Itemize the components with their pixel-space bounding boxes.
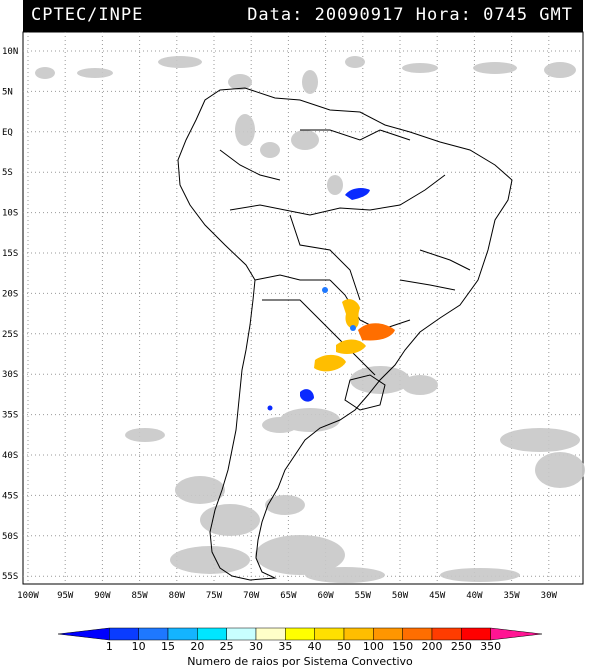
lat-label: 45S [2,491,18,501]
header-bar: CPTEC/INPE Data: 20090917 Hora: 0745 GMT [23,0,583,32]
colorbar-swatch [402,627,433,641]
org-title: CPTEC/INPE [31,5,144,25]
colorbar-tick-label: 35 [278,640,292,653]
colorbar-swatch [197,627,227,641]
colorbar: 1 10 15 20 25 30 35 40 50 100 150 200 250 350 [57,627,543,653]
colorbar-swatch [226,627,257,641]
lon-label: 95W [57,591,74,601]
colorbar-tick-label: 200 [422,640,443,653]
lon-label: 55W [355,591,372,601]
lat-label: 10N [2,47,18,57]
lon-label: 65W [280,591,297,601]
colorbar-swatch [255,627,286,641]
lat-label: 25S [2,330,18,340]
colorbar-swatch [343,627,374,641]
lat-label: 10S [2,209,18,219]
lat-label: 30S [2,370,18,380]
lon-label: 80W [169,591,186,601]
colorbar-swatch [431,627,462,641]
colorbar-tick-label: 1 [106,640,113,653]
lon-label: 75W [206,591,223,601]
colorbar-swatch [373,627,403,641]
lat-label: 40S [2,451,18,461]
lon-label: 35W [503,591,520,601]
lat-label: 50S [2,532,18,542]
lon-label: 60W [317,591,334,601]
lon-label: 90W [94,591,111,601]
coastline [177,87,513,581]
lat-label: 35S [2,411,18,421]
lon-label: 100W [17,591,39,601]
colorbar-tick-label: 40 [308,640,322,653]
colorbar-swatch [109,627,139,641]
lon-label: 45W [429,591,446,601]
lon-label: 85W [131,591,148,601]
lat-label: 55S [2,572,18,582]
lat-label: 20S [2,289,18,299]
colorbar-tick-label: 10 [132,640,146,653]
date-time-title: Data: 20090917 Hora: 0745 GMT [247,5,573,25]
colorbar-tick-label: 50 [337,640,351,653]
colorbar-swatch [57,627,110,641]
lon-label: 30W [541,591,558,601]
lon-label: 40W [466,591,483,601]
colorbar-tick-label: 20 [190,640,204,653]
lat-label: 5S [2,168,13,178]
colorbar-tick-label: 250 [451,640,472,653]
colorbar-tick-label: 15 [161,640,175,653]
colorbar-swatch [461,627,491,641]
colorbar-tick-label: 30 [249,640,263,653]
colorbar-swatch [314,627,345,641]
colorbar-tick-label: 25 [220,640,234,653]
colorbar-caption: Numero de raios por Sistema Convectivo [187,655,413,668]
colorbar-tick-label: 100 [363,640,384,653]
graticule: 10N 5N EQ 5S 10S 15S 20S 25S 30S 35S 40S 45S 50S 55S 1… [2,32,583,601]
colorbar-swatch [490,627,543,641]
lat-label: 5N [2,87,13,97]
convective-systems [267,187,395,411]
lon-label: 50W [392,591,409,601]
map-frame [22,31,584,585]
colorbar-swatch [138,627,169,641]
colorbar-tick-label: 350 [480,640,501,653]
colorbar-tick-label: 150 [392,640,413,653]
colorbar-swatch [167,627,198,641]
lat-label: EQ [2,128,13,138]
colorbar-swatch [285,627,315,641]
cloud-field [35,56,585,583]
lon-label: 70W [243,591,260,601]
lat-label: 15S [2,249,18,259]
